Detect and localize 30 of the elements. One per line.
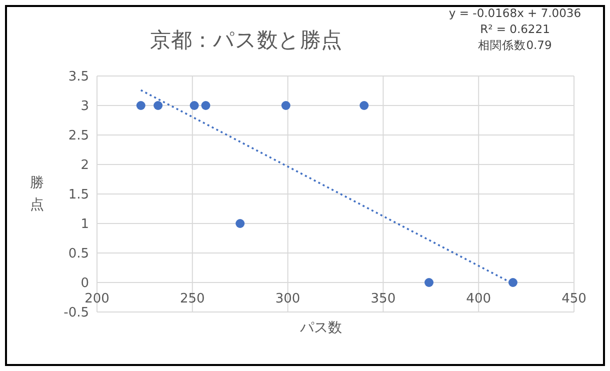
y-tick-label: 1.5: [68, 188, 89, 203]
point: [154, 101, 163, 110]
point: [136, 101, 146, 110]
y-tick-label: 0.5: [68, 246, 89, 262]
point: [508, 278, 518, 287]
y-tick-label: -0.5: [64, 306, 89, 321]
chart-title: 京都：パス数と勝点: [150, 27, 342, 54]
point: [424, 278, 434, 287]
point: [236, 219, 245, 228]
point: [190, 101, 199, 110]
y-tick-label: 3.5: [68, 70, 89, 85]
y-tick-label: 2.5: [68, 128, 89, 144]
y-tick-label: 0: [80, 276, 89, 292]
x-tick-label: 400: [466, 292, 492, 306]
x-tick-label: 250: [180, 292, 205, 306]
y-tick-label: 3: [80, 99, 89, 114]
x-axis-title: パス数: [300, 319, 342, 337]
text: R² = 0.6221: [479, 21, 551, 37]
text: y = -0.0168x + 7.0036: [448, 5, 582, 21]
x-tick-label: 300: [275, 292, 300, 306]
y-tick-label: 1: [80, 217, 89, 232]
x-tick-label: 450: [562, 292, 586, 306]
point: [281, 101, 290, 110]
y-tick-label: 2: [80, 158, 89, 174]
x-tick-label: 200: [84, 292, 110, 306]
x-tick-label: 350: [370, 292, 396, 306]
text: 相関係数0.79: [477, 37, 553, 53]
y-axis-title: 勝点: [30, 174, 45, 215]
point: [360, 101, 369, 110]
point: [201, 101, 210, 110]
